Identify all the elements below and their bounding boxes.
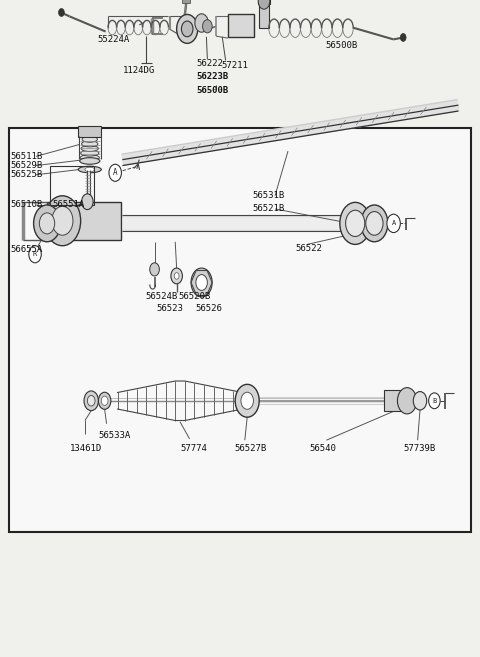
Text: 56524B: 56524B (145, 292, 177, 302)
Circle shape (413, 392, 427, 410)
Text: 56522: 56522 (295, 244, 322, 253)
Circle shape (191, 268, 212, 297)
Circle shape (29, 246, 41, 263)
Circle shape (87, 396, 95, 406)
Bar (78, 126, 101, 137)
Text: 13461D: 13461D (70, 443, 102, 453)
Bar (9, 128, 471, 532)
Circle shape (366, 212, 383, 235)
Circle shape (101, 396, 108, 405)
Bar (50, 166, 94, 205)
Text: B: B (432, 397, 436, 404)
Ellipse shape (80, 155, 99, 161)
Circle shape (387, 214, 400, 233)
Text: 56523: 56523 (156, 304, 183, 313)
Circle shape (195, 14, 208, 32)
Circle shape (171, 268, 182, 284)
Text: 56526: 56526 (196, 304, 223, 313)
Bar (47, 202, 121, 240)
Circle shape (84, 391, 98, 411)
Circle shape (44, 196, 81, 246)
Circle shape (39, 213, 55, 234)
Bar (182, 0, 190, 3)
Circle shape (52, 206, 73, 235)
Bar (259, 3, 269, 28)
Text: 57739B: 57739B (403, 443, 435, 453)
Text: 56529B: 56529B (11, 161, 43, 170)
Circle shape (109, 164, 121, 181)
Circle shape (340, 202, 371, 244)
Ellipse shape (82, 141, 98, 147)
Circle shape (34, 205, 60, 242)
Ellipse shape (85, 168, 95, 172)
Text: R: R (33, 251, 37, 258)
Text: 57774: 57774 (180, 443, 207, 453)
Text: 56511B: 56511B (11, 152, 43, 161)
Circle shape (361, 205, 388, 242)
Ellipse shape (82, 137, 97, 143)
Text: 56527B: 56527B (234, 443, 266, 453)
Circle shape (181, 21, 193, 37)
Ellipse shape (81, 150, 99, 156)
Circle shape (150, 263, 159, 276)
Circle shape (59, 9, 64, 16)
Text: 56540: 56540 (310, 443, 336, 453)
Text: 56510B: 56510B (11, 200, 43, 210)
Text: 56521B: 56521B (252, 204, 284, 214)
Text: 56525B: 56525B (11, 170, 43, 179)
Circle shape (241, 392, 253, 409)
Circle shape (400, 34, 406, 41)
Circle shape (203, 20, 212, 33)
Text: 56223B: 56223B (197, 72, 229, 81)
Circle shape (98, 392, 111, 409)
Circle shape (174, 273, 179, 279)
Text: 56531B: 56531B (252, 191, 284, 200)
Text: 56520B: 56520B (179, 292, 211, 302)
Text: A: A (113, 168, 118, 177)
Text: 57211: 57211 (222, 61, 249, 70)
Bar (228, 14, 254, 37)
Circle shape (258, 0, 270, 9)
Ellipse shape (81, 146, 98, 152)
Bar (384, 390, 406, 411)
Circle shape (177, 14, 198, 43)
Text: 56500B: 56500B (325, 41, 358, 51)
Text: 56533A: 56533A (98, 431, 131, 440)
Circle shape (346, 210, 365, 237)
Text: 56551A: 56551A (53, 200, 85, 210)
Text: A: A (392, 220, 396, 227)
Text: 55224A: 55224A (97, 35, 130, 44)
Ellipse shape (341, 215, 350, 232)
Circle shape (82, 194, 93, 210)
Circle shape (196, 275, 207, 290)
Circle shape (429, 393, 440, 409)
Ellipse shape (78, 166, 101, 173)
Circle shape (235, 384, 259, 417)
Text: 56500B: 56500B (197, 85, 229, 95)
Text: 56222: 56222 (197, 59, 224, 68)
Ellipse shape (80, 158, 100, 164)
Text: 56655A: 56655A (11, 245, 43, 254)
Circle shape (397, 388, 417, 414)
Bar (258, 0, 270, 4)
Text: 1124DG: 1124DG (122, 66, 155, 75)
